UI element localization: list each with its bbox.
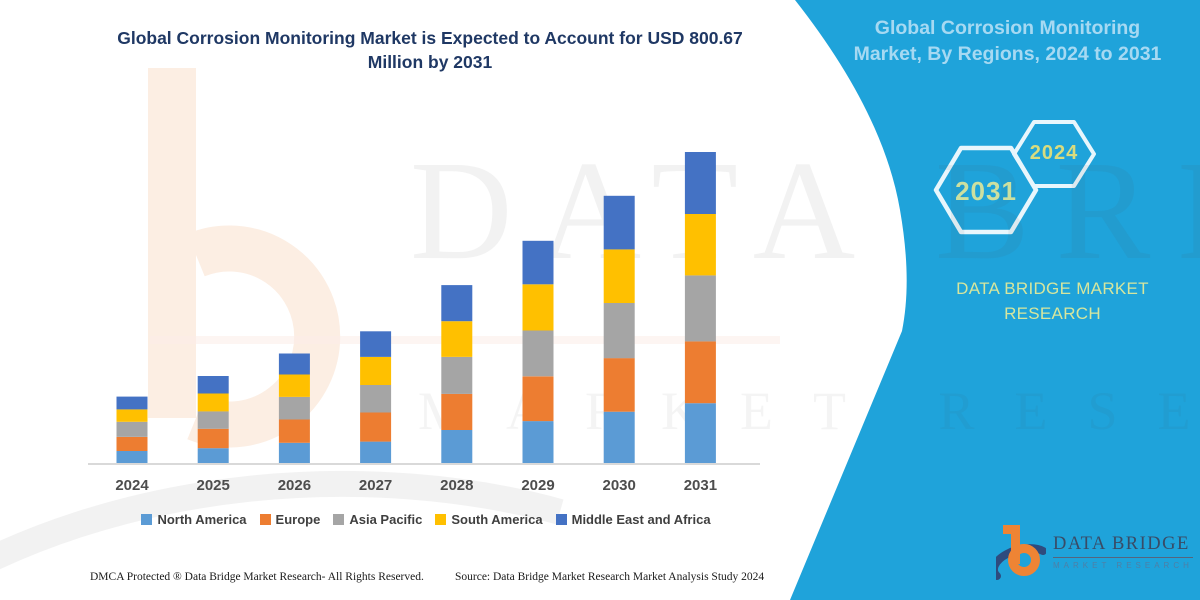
bar-segment-2031-south-america bbox=[684, 214, 716, 276]
bar-segment-2026-europe bbox=[278, 419, 310, 443]
logo-name: DATA BRIDGE bbox=[1053, 534, 1193, 558]
panel-brand-line1: DATA BRIDGE MARKET bbox=[956, 279, 1149, 298]
x-axis-label-2030: 2030 bbox=[602, 477, 636, 494]
bar-segment-2030-north-america bbox=[603, 411, 635, 463]
panel-title: Global Corrosion Monitoring Market, By R… bbox=[845, 16, 1170, 67]
cyan-panel-shape bbox=[790, 0, 1200, 600]
bar-segment-2029-asia-pacific bbox=[522, 330, 554, 377]
bar-segment-2025-asia-pacific bbox=[197, 411, 229, 429]
panel-title-line2: Market, By Regions, 2024 to 2031 bbox=[853, 42, 1162, 65]
bar-segment-2026-south-america bbox=[278, 374, 310, 397]
bar-segment-2026-asia-pacific bbox=[278, 397, 310, 420]
hexagon-2031-icon bbox=[933, 145, 1039, 235]
chart-title-line2: Million by 2031 bbox=[367, 52, 493, 73]
x-axis-label-2026: 2026 bbox=[277, 477, 312, 494]
bar-segment-2024-middle-east-and-africa bbox=[116, 396, 148, 410]
bar-segment-2025-europe bbox=[197, 428, 229, 449]
bar-segment-2028-asia-pacific bbox=[441, 357, 473, 394]
bar-segment-2028-south-america bbox=[441, 321, 473, 357]
panel-title-line1: Global Corrosion Monitoring bbox=[874, 17, 1141, 39]
x-axis-label-2028: 2028 bbox=[440, 477, 474, 494]
legend-swatch-icon bbox=[333, 514, 345, 525]
legend-label: Asia Pacific bbox=[349, 512, 423, 527]
logo-text-block: DATA BRIDGE MARKET RESEARCH bbox=[1053, 534, 1193, 570]
x-axis-label-2029: 2029 bbox=[521, 477, 555, 494]
bar-segment-2031-north-america bbox=[684, 403, 716, 463]
bar-segment-2029-north-america bbox=[522, 421, 554, 463]
bar-segment-2025-south-america bbox=[197, 393, 229, 412]
bar-segment-2026-north-america bbox=[278, 442, 310, 463]
bar-segment-2029-europe bbox=[522, 376, 554, 422]
legend-item-europe: Europe bbox=[259, 512, 321, 527]
bar-segment-2031-middle-east-and-africa bbox=[684, 152, 716, 214]
gray-swoosh-watermark-icon bbox=[0, 470, 564, 570]
source-text: Source: Data Bridge Market Research Mark… bbox=[455, 571, 765, 583]
x-axis-label-2025: 2025 bbox=[196, 477, 230, 494]
legend-item-north-america: North America bbox=[141, 512, 247, 527]
legend-item-middle-east-and-africa: Middle East and Africa bbox=[555, 512, 711, 527]
hexagon-2024-label: 2024 bbox=[1029, 142, 1079, 164]
data-bridge-logo: DATA BRIDGE MARKET RESEARCH bbox=[996, 522, 1193, 586]
hexagon-2031-label: 2031 bbox=[955, 176, 1017, 206]
bar-segment-2029-middle-east-and-africa bbox=[522, 240, 554, 285]
panel-brand-text: DATA BRIDGE MARKET RESEARCH bbox=[905, 277, 1200, 326]
legend-item-asia-pacific: Asia Pacific bbox=[333, 512, 422, 527]
hexagon-2024-icon bbox=[1012, 120, 1096, 188]
chart-title: Global Corrosion Monitoring Market is Ex… bbox=[88, 26, 772, 74]
bar-segment-2024-south-america bbox=[116, 409, 148, 422]
bar-segment-2030-europe bbox=[603, 358, 635, 412]
legend-swatch-icon bbox=[555, 514, 567, 525]
bar-segment-2027-north-america bbox=[360, 441, 392, 463]
bar-segment-2026-middle-east-and-africa bbox=[278, 353, 310, 375]
legend-label: Europe bbox=[275, 512, 321, 527]
x-axis-label-2024: 2024 bbox=[115, 477, 149, 494]
bar-segment-2027-south-america bbox=[360, 357, 392, 385]
bar-segment-2031-asia-pacific bbox=[684, 275, 716, 342]
bar-segment-2028-middle-east-and-africa bbox=[441, 285, 473, 322]
bar-segment-2025-middle-east-and-africa bbox=[197, 376, 229, 394]
legend-label: Middle East and Africa bbox=[571, 512, 711, 527]
legend-label: South America bbox=[451, 512, 543, 527]
data-bridge-logo-icon bbox=[996, 525, 1046, 580]
bar-segment-2025-north-america bbox=[197, 448, 229, 463]
legend-label: North America bbox=[157, 512, 247, 527]
x-axis-label-2031: 2031 bbox=[683, 477, 718, 494]
x-axis-label-2027: 2027 bbox=[358, 477, 393, 494]
chart-title-line1: Global Corrosion Monitoring Market is Ex… bbox=[117, 28, 743, 48]
legend-swatch-icon bbox=[141, 514, 153, 525]
bar-segment-2028-north-america bbox=[441, 430, 473, 463]
chart-legend: North America Europe Asia Pacific South Ame… bbox=[88, 512, 764, 527]
bar-segment-2027-asia-pacific bbox=[360, 384, 392, 413]
bar-segment-2031-europe bbox=[684, 341, 716, 404]
legend-item-south-america: South America bbox=[435, 512, 543, 527]
bar-segment-2024-north-america bbox=[116, 451, 148, 463]
dmca-text: DMCA Protected ® Data Bridge Market Rese… bbox=[90, 571, 424, 583]
legend-swatch-icon bbox=[259, 514, 271, 525]
bar-segment-2029-south-america bbox=[522, 284, 554, 331]
bar-segment-2030-south-america bbox=[603, 249, 635, 303]
bar-segment-2030-asia-pacific bbox=[603, 303, 635, 359]
legend-swatch-icon bbox=[435, 514, 447, 525]
bar-segment-2030-middle-east-and-africa bbox=[603, 195, 635, 250]
panel-brand-line2: RESEARCH bbox=[1004, 303, 1101, 323]
bar-segment-2024-europe bbox=[116, 437, 148, 451]
bar-segment-2028-europe bbox=[441, 393, 473, 430]
bar-segment-2027-europe bbox=[360, 412, 392, 442]
logo-subtitle: MARKET RESEARCH bbox=[1053, 561, 1193, 570]
bar-segment-2024-asia-pacific bbox=[116, 421, 148, 437]
bar-segment-2027-middle-east-and-africa bbox=[360, 331, 392, 357]
